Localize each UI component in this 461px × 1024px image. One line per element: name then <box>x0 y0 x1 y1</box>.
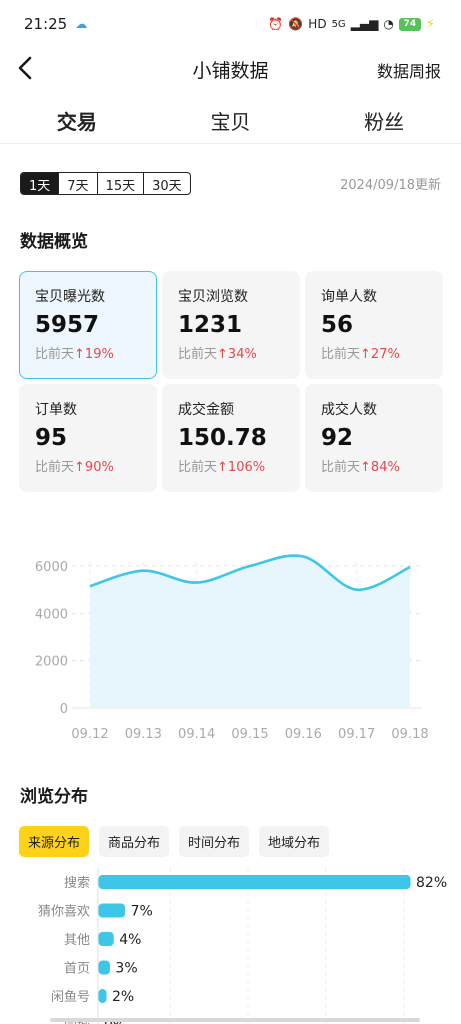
period-7d-button[interactable]: 7天 <box>59 173 98 194</box>
bar-value-label: 4% <box>119 932 141 948</box>
mute-icon: 🔕 <box>288 17 304 31</box>
bar-category-label: 猜你喜欢 <box>38 905 90 920</box>
nav-bar: 小铺数据 数据周报 <box>0 48 461 92</box>
y-tick-label: 6000 <box>35 560 68 575</box>
signal-icon: ▂▄▆ <box>350 17 379 31</box>
bar <box>98 989 107 1003</box>
x-tick-label: 09.14 <box>178 727 215 742</box>
period-1d-button[interactable]: 1天 <box>21 173 60 194</box>
chevron-left-icon <box>18 56 32 80</box>
hd-icon: HD <box>308 17 327 31</box>
arrow-up-icon: ↑ <box>360 347 371 362</box>
metric-card-exposure[interactable]: 宝贝曝光数 5957 比前天↑19% <box>19 271 157 379</box>
tab-items[interactable]: 宝贝 <box>210 110 251 134</box>
tab-region[interactable]: 地域分布 <box>259 826 330 857</box>
x-tick-label: 09.18 <box>391 727 428 742</box>
distribution-tabs: 来源分布 商品分布 时间分布 地域分布 <box>19 826 330 857</box>
wifi-icon: ◔ <box>383 17 394 31</box>
arrow-up-icon: ↑ <box>360 460 371 475</box>
status-bar: 21:25 ☁ ⏰ 🔕 HD 5G ▂▄▆ ◔ 74 ⚡ <box>0 0 461 48</box>
tab-time[interactable]: 时间分布 <box>179 826 250 857</box>
main-tabs: 交易 宝贝 粉丝 <box>0 98 461 144</box>
network-label: 5G <box>331 18 346 30</box>
overview-title: 数据概览 <box>20 232 88 252</box>
metric-card-buyers[interactable]: 成交人数 92 比前天↑84% <box>305 384 443 492</box>
y-tick-label: 0 <box>60 702 68 717</box>
bar-value-label: 2% <box>112 989 134 1005</box>
alarm-icon: ⏰ <box>268 17 284 31</box>
y-tick-label: 2000 <box>35 655 68 670</box>
bar <box>98 932 114 946</box>
x-tick-label: 09.13 <box>125 727 162 742</box>
bar <box>98 960 110 975</box>
bar-value-label: 7% <box>131 904 153 920</box>
cloud-icon: ☁ <box>75 17 88 31</box>
bar <box>98 875 411 889</box>
x-tick-label: 09.16 <box>285 727 322 742</box>
x-tick-label: 09.15 <box>231 727 268 742</box>
charging-icon: ⚡ <box>425 16 435 32</box>
metric-card-orders[interactable]: 订单数 95 比前天↑90% <box>19 384 157 492</box>
tab-source[interactable]: 来源分布 <box>19 826 90 857</box>
metric-card-inquiries[interactable]: 询单人数 56 比前天↑27% <box>305 271 443 379</box>
battery-icon: 74 <box>398 17 421 31</box>
trend-chart-svg: 0 2000 4000 6000 09.12 09.13 09.14 09.15 09.16 09… <box>35 554 429 742</box>
back-button[interactable] <box>14 52 44 88</box>
x-tick-label: 09.17 <box>338 727 375 742</box>
bar-category-label: 搜索 <box>64 876 90 891</box>
metric-card-gmv[interactable]: 成交金额 150.78 比前天↑106% <box>162 384 300 492</box>
tab-product[interactable]: 商品分布 <box>99 826 170 857</box>
arrow-up-icon: ↑ <box>217 460 228 475</box>
arrow-up-icon: ↑ <box>217 347 228 362</box>
status-time: 21:25 <box>24 15 68 33</box>
bar-category-label: 闲鱼号 <box>51 989 90 1005</box>
overview-cards: 宝贝曝光数 5957 比前天↑19% 宝贝浏览数 1231 比前天↑34% 询单… <box>19 271 443 492</box>
scroll-indicator <box>50 1018 420 1022</box>
period-15d-button[interactable]: 15天 <box>98 173 145 194</box>
period-selector: 1天 7天 15天 30天 <box>20 172 191 195</box>
metric-card-views[interactable]: 宝贝浏览数 1231 比前天↑34% <box>162 271 300 379</box>
tab-trade[interactable]: 交易 <box>0 98 154 143</box>
y-tick-label: 4000 <box>35 607 68 622</box>
bar-value-label: 82% <box>416 875 447 891</box>
tab-fans[interactable]: 粉丝 <box>364 110 405 134</box>
weekly-report-link[interactable]: 数据周报 <box>376 62 441 81</box>
series-area <box>90 555 410 708</box>
period-30d-button[interactable]: 30天 <box>152 179 182 194</box>
x-tick-label: 09.12 <box>71 727 108 742</box>
arrow-up-icon: ↑ <box>74 347 85 362</box>
arrow-up-icon: ↑ <box>74 460 85 475</box>
trend-chart: 0 2000 4000 6000 09.12 09.13 09.14 09.15 09.16 09… <box>20 545 441 755</box>
distribution-title: 浏览分布 <box>20 787 88 807</box>
bar-value-label: 3% <box>115 961 137 977</box>
bar <box>98 903 126 918</box>
bar-category-label: 首页 <box>64 962 90 977</box>
page-title: 小铺数据 <box>192 60 269 82</box>
update-time: 2024/09/18更新 <box>340 178 441 193</box>
bar-category-label: 其他 <box>64 933 90 948</box>
